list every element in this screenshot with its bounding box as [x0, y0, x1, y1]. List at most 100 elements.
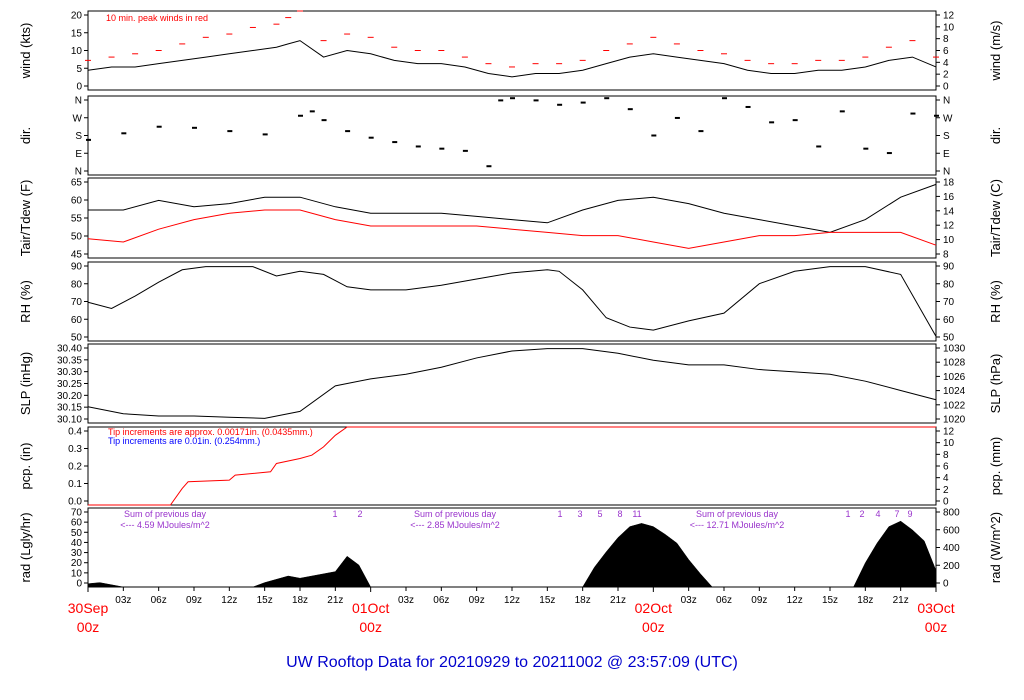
y-tick-label: 70 [71, 508, 83, 519]
y2-axis-label: RH (%) [988, 280, 1003, 323]
y2-tick-label: 4 [943, 473, 949, 484]
x-tick-label: 12z [787, 595, 803, 606]
y-tick-label: 80 [71, 279, 83, 290]
x-tick-label: 21z [327, 595, 343, 606]
dir-point [910, 112, 916, 115]
y-tick-label: 0 [76, 579, 82, 590]
dir-point [227, 130, 233, 133]
y2-tick-label: 80 [943, 279, 955, 290]
y-axis-label: RH (%) [18, 280, 33, 323]
y2-tick-label: 50 [943, 333, 955, 344]
y-tick-label: 0.2 [68, 462, 82, 473]
y2-tick-label: 60 [943, 315, 955, 326]
dir-point [121, 132, 127, 135]
y2-tick-label: 90 [943, 262, 955, 273]
y2-tick-label: N [943, 96, 950, 107]
y2-tick-label: 4 [943, 58, 949, 69]
y2-tick-label: 10 [943, 22, 955, 33]
y2-axis-label: rad (W/m^2) [988, 512, 1003, 583]
y-tick-label: 50 [71, 528, 83, 539]
y-tick-label: 90 [71, 262, 83, 273]
dir-point [651, 134, 657, 137]
x-day-label: 03Oct [917, 600, 954, 616]
y2-tick-label: 10 [943, 438, 955, 449]
y-axis-label: rad (Lgly/hr) [18, 512, 33, 582]
dir-point [674, 116, 680, 119]
x-day-label: 01Oct [352, 600, 389, 616]
x-tick-label: 03z [115, 595, 131, 606]
dir-point [86, 138, 91, 141]
y-tick-label: 55 [71, 214, 83, 225]
panel-frame [87, 10, 937, 91]
hour-marker: 1 [332, 509, 337, 519]
x-tick-label: 06z [433, 595, 449, 606]
y-tick-label: 30.35 [57, 355, 82, 366]
y2-tick-label: 1020 [943, 415, 966, 426]
series-line-pcp [88, 426, 936, 506]
sum-label-line2: <--- 4.59 MJoules/m^2 [120, 520, 210, 530]
y-tick-label: 30.20 [57, 391, 82, 402]
x-tick-label: 21z [610, 595, 626, 606]
y-tick-label: 30.40 [57, 344, 82, 355]
dir-point [863, 147, 869, 150]
dir-point [192, 126, 197, 129]
y2-tick-label: S [943, 131, 950, 142]
y2-tick-label: W [943, 113, 953, 124]
dir-point [745, 105, 751, 108]
x-tick-label: 18z [292, 595, 308, 606]
y-tick-label: E [75, 149, 82, 160]
y2-tick-label: 16 [943, 192, 955, 203]
y2-tick-label: 1026 [943, 372, 966, 383]
hour-marker: 1 [557, 509, 562, 519]
y2-tick-label: 0 [943, 82, 949, 93]
series-line-tair [88, 183, 937, 233]
y-tick-label: 50 [71, 232, 83, 243]
y-tick-label: W [73, 113, 83, 124]
y2-tick-label: N [943, 167, 950, 178]
y-tick-label: 60 [71, 196, 83, 207]
y-tick-label: 5 [76, 64, 82, 75]
hour-marker: 2 [859, 509, 864, 519]
y-tick-label: 50 [71, 333, 83, 344]
x-axis: 03z 06z 09z 12z 15z 18z 21z 03z 06z 09z 12z 15z 18z 2… [68, 587, 955, 635]
dir-point [698, 130, 704, 133]
tip-note-blue: Tip increments are 0.01in. (0.254mm.) [108, 436, 260, 446]
x-tick-label: 03z [398, 595, 414, 606]
hour-marker: 9 [907, 509, 912, 519]
dir-point [722, 97, 727, 100]
series-line-wind [87, 40, 937, 78]
x-tick-label: 15z [257, 595, 273, 606]
dir-point [816, 145, 822, 148]
x-tick-label: 06z [151, 595, 167, 606]
x-day-label: 02Oct [635, 600, 672, 616]
y-tick-label: 20 [71, 558, 83, 569]
dir-point [415, 145, 421, 148]
x-day-hour: 00z [925, 619, 948, 635]
y2-axis-label: SLP (hPa) [988, 354, 1003, 414]
y2-axis-label: wind (m/s) [988, 21, 1003, 82]
series-line-slp [87, 348, 937, 419]
chart-title: UW Rooftop Data for 20210929 to 20211002… [286, 654, 738, 671]
dir-point [321, 119, 327, 122]
x-tick-label: 18z [857, 595, 873, 606]
dir-point [309, 110, 315, 113]
y2-tick-label: 0 [943, 497, 949, 508]
y2-tick-label: 1024 [943, 386, 966, 397]
dir-point [792, 119, 798, 122]
x-tick-label: 06z [716, 595, 732, 606]
sum-label-line2: <--- 2.85 MJoules/m^2 [410, 520, 500, 530]
x-tick-label: 03z [681, 595, 697, 606]
y2-tick-label: 800 [943, 508, 960, 519]
hour-marker: 7 [894, 509, 899, 519]
y2-tick-label: 0 [943, 579, 949, 590]
dir-point [486, 165, 492, 168]
y-tick-label: 0 [76, 82, 82, 93]
sum-label-line1: Sum of previous day [124, 509, 207, 519]
dir-point [262, 133, 268, 136]
y2-tick-label: 8 [943, 34, 949, 45]
y-tick-label: 60 [71, 518, 83, 529]
